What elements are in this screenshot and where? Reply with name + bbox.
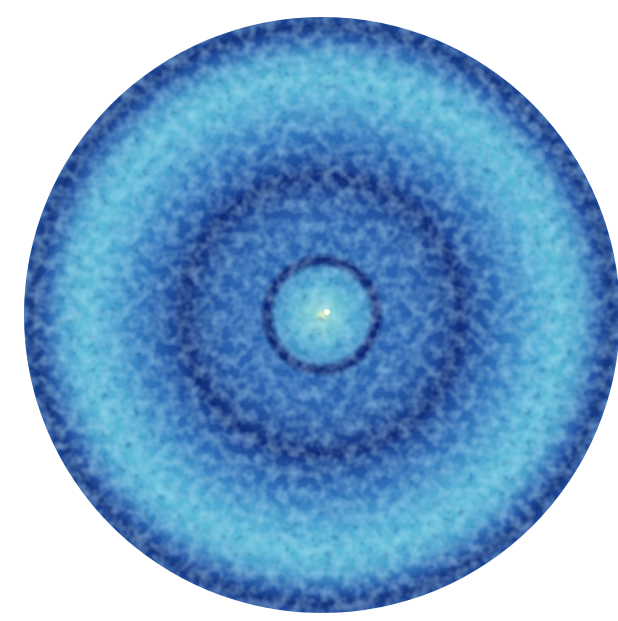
speckle-soft: [0, 0, 618, 621]
center-spot: [324, 309, 330, 315]
diffraction-image: [0, 0, 618, 621]
page: [0, 0, 618, 621]
speckle-layer: [0, 0, 618, 621]
